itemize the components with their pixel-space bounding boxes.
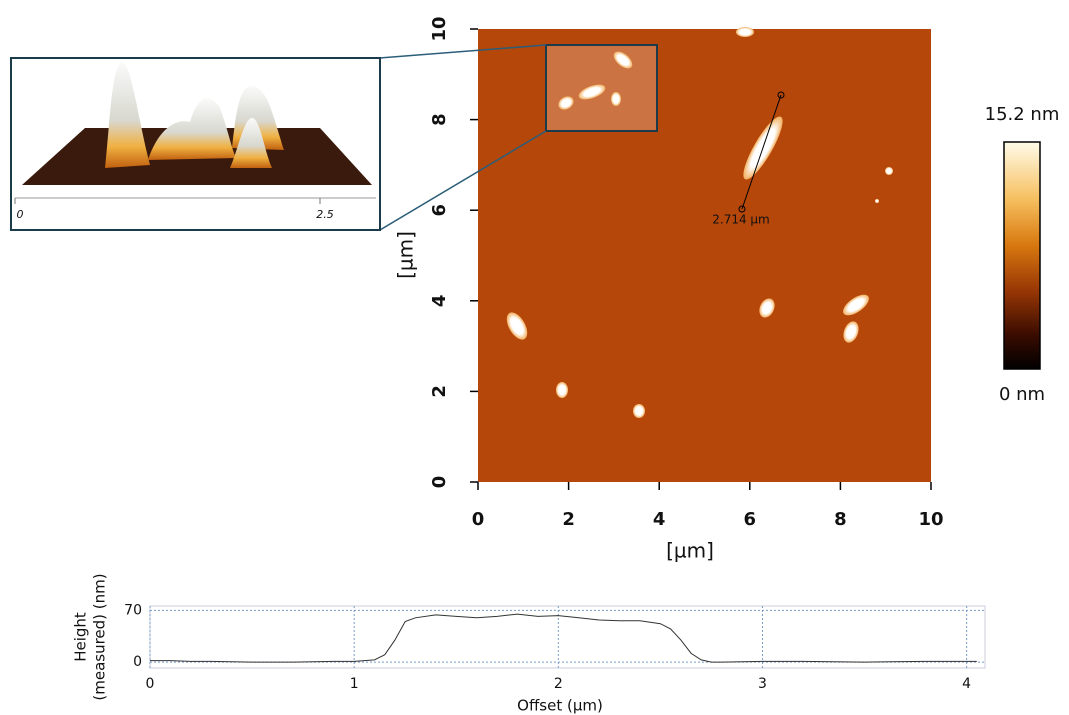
x-tick-label: 3 [758,676,767,692]
measure-end [777,91,785,99]
connector [379,44,547,59]
x-tick-label: 10 [918,509,943,530]
zoom-particles [558,51,633,110]
y-axis-label: (measured) (nm) [91,573,109,700]
y-tick-label: 2 [429,385,450,398]
y-tick-label: 4 [429,295,450,308]
y-tick-label: 8 [429,113,450,126]
colorbar [1003,141,1041,370]
x-tick-label: 4 [653,509,666,530]
y-axis-label: [µm] [394,231,418,279]
x-tick-label: 2 [554,676,563,692]
measure-line [741,94,782,210]
y-axis-label: Height [72,612,90,662]
zoom-box [545,44,658,132]
x-tick-label: 1 [350,676,359,692]
measure-label: 2.714 µm [712,213,770,227]
afm-image [478,29,931,482]
y-tick-label: 70 [124,602,142,618]
inset-peaks [105,62,284,168]
x-tick-label: 2 [562,509,575,530]
x-tick-label: 0 [146,676,155,692]
y-tick-label: 0 [133,654,142,670]
x-axis-label: Offset (µm) [517,697,603,715]
inset-tick-label: 0 [17,208,24,221]
plot-area [149,605,986,669]
profile-line [150,613,977,663]
inset-tick-label: 2.5 [316,208,334,221]
x-tick-label: 0 [472,509,485,530]
y-tick-label: 0 [429,476,450,489]
connector [379,130,547,231]
x-tick-label: 6 [744,509,757,530]
colorbar-label: 15.2 nm [985,104,1060,125]
y-tick-label: 10 [429,16,450,41]
y-tick-label: 6 [429,204,450,217]
x-tick-label: 8 [834,509,847,530]
measure-end [738,205,746,213]
x-tick-label: 4 [962,676,971,692]
colorbar-label: 0 nm [999,384,1045,405]
x-axis-label: [µm] [666,539,714,563]
